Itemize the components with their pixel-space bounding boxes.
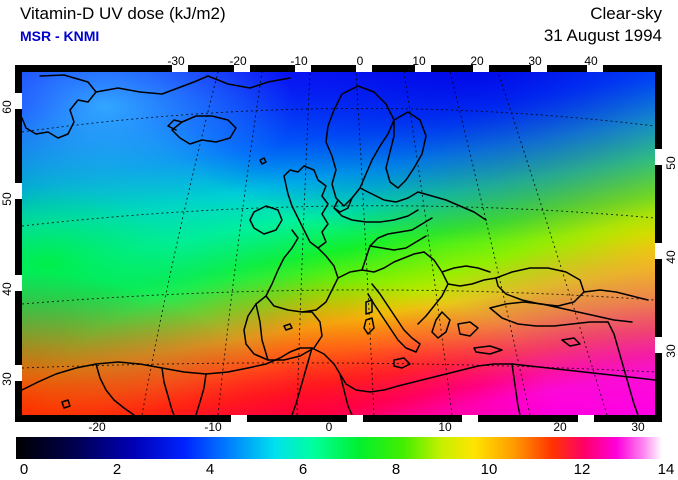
colorbar-label-3: 6 [298,461,308,478]
colorbar-label-0: 0 [19,461,29,478]
colorbar-label-6: 12 [573,461,591,478]
axis-frame-left [15,65,22,422]
axis-right-label-0: 30 [664,344,678,358]
colorbar-label-2: 4 [205,461,215,478]
axis-bottom-label-5: 30 [631,420,645,434]
colorbar-label-7: 14 [657,461,675,478]
axis-bottom-label-2: 0 [325,420,333,434]
colorbar: 0 2 4 6 8 10 12 14 [16,437,674,478]
axis-left-label-3: 60 [0,100,14,114]
coastlines [22,74,655,415]
colorbar-label-4: 8 [391,461,401,478]
axis-bottom-label-3: 10 [438,420,452,434]
condition-label: Clear-sky [590,4,662,23]
axis-top-label-7: 40 [584,54,598,68]
axis-bottom-label-0: -20 [88,420,106,434]
colorbar-label-5: 10 [480,461,498,478]
colorbar-label-1: 2 [112,461,122,478]
axis-right-label-1: 40 [664,250,678,264]
axis-bottom-label-4: 20 [553,420,567,434]
axis-top-label-3: 0 [356,54,364,68]
colorbar-gradient [16,437,662,459]
axis-top-label-6: 30 [528,54,542,68]
uv-dose-heatmap [22,72,655,415]
axis-left-label-1: 40 [0,282,14,296]
axis-top-label-4: 10 [412,54,426,68]
axis-right-label-2: 50 [664,156,678,170]
axis-frame-right [655,65,662,422]
axis-left-label-0: 30 [0,372,14,386]
source-label: MSR - KNMI [20,28,100,44]
page-title: Vitamin-D UV dose (kJ/m2) [20,4,226,23]
axis-top-label-5: 20 [470,54,484,68]
axis-top-label-2: -10 [290,54,308,68]
map-panel [15,65,662,422]
axis-top-label-0: -30 [167,54,185,68]
axis-top-label-1: -20 [229,54,247,68]
date-label: 31 August 1994 [543,26,662,45]
axis-frame-bottom [18,415,659,422]
axis-frame-top [18,65,659,72]
graticule [22,72,655,415]
axis-bottom-label-1: -10 [204,420,222,434]
axis-left-label-2: 50 [0,192,14,206]
map-canvas [22,72,655,415]
